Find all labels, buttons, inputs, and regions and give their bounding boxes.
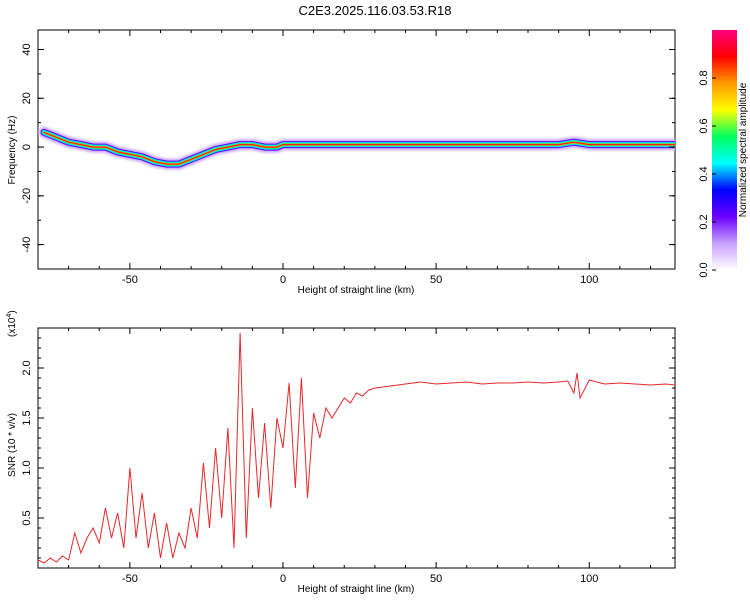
- spectrogram-y-ticks: -40 -20 0 20 40: [21, 43, 675, 270]
- y-tick-label: 0.5: [21, 510, 33, 525]
- y-tick-label: 0: [21, 144, 33, 150]
- spectrogram-x-label: Height of straight line (km): [298, 285, 415, 296]
- colorbar-gradient: [712, 30, 737, 270]
- x-tick-label: 0: [280, 573, 286, 585]
- svg-text:(x104): (x104): [6, 310, 18, 337]
- heatmap-ridge: [38, 126, 675, 171]
- spectrogram-panel: -50 0 50 100 -40 -20 0 20 40 Height of straight…: [7, 29, 676, 296]
- colorbar-tick-label: 0.8: [698, 70, 710, 85]
- y-tick-label: 40: [21, 43, 33, 55]
- snr-x-ticks: -50 0 50 100: [37, 328, 651, 585]
- colorbar-tick-label: 0.6: [698, 118, 710, 133]
- y-tick-label: 1.0: [21, 460, 33, 475]
- heatmap-band: [43, 131, 675, 165]
- x-tick-label: 50: [430, 573, 442, 585]
- y-tick-label: 20: [21, 92, 33, 104]
- snr-multiplier-close: ): [7, 310, 18, 313]
- y-tick-label: -40: [21, 237, 33, 253]
- x-tick-label: -50: [122, 274, 138, 286]
- colorbar-label: Normalized spectral amplitude: [738, 82, 749, 217]
- figure-title: C2E3.2025.116.03.53.R18: [299, 3, 452, 18]
- colorbar: 0.0 0.2 0.4 0.6 0.8 Normalized spectral ampl…: [698, 30, 749, 278]
- snr-multiplier: (x104): [6, 310, 18, 337]
- spectrogram-x-ticks: -50 0 50 100: [37, 30, 651, 286]
- snr-y-label: SNR (10 * v/v): [7, 413, 18, 477]
- snr-multiplier-exp: 4: [6, 314, 13, 318]
- spectrogram-y-label: Frequency (Hz): [7, 116, 18, 185]
- x-tick-label: -50: [122, 573, 138, 585]
- snr-x-label: Height of straight line (km): [298, 584, 415, 595]
- x-tick-label: 0: [280, 274, 286, 286]
- x-tick-label: 100: [580, 573, 598, 585]
- y-tick-label: -20: [21, 188, 33, 204]
- y-tick-label: 2.0: [21, 360, 33, 375]
- colorbar-tick-label: 0.2: [698, 214, 710, 229]
- snr-y-ticks: 0.5 1.0 1.5 2.0: [21, 327, 675, 569]
- x-tick-label: 100: [580, 274, 598, 286]
- snr-series-line: [38, 332, 675, 564]
- snr-frame: [37, 327, 676, 569]
- colorbar-ticks: 0.0 0.2 0.4 0.6 0.8: [698, 70, 716, 278]
- y-tick-label: 1.5: [21, 410, 33, 425]
- x-tick-label: 50: [430, 274, 442, 286]
- snr-multiplier-base: (x10: [7, 317, 18, 337]
- colorbar-tick-label: 0.0: [698, 262, 710, 277]
- snr-panel: -50 0 50 100 0.5 1.0 1.5 2.0 Height of straigh…: [6, 310, 676, 595]
- colorbar-tick-label: 0.4: [698, 166, 710, 181]
